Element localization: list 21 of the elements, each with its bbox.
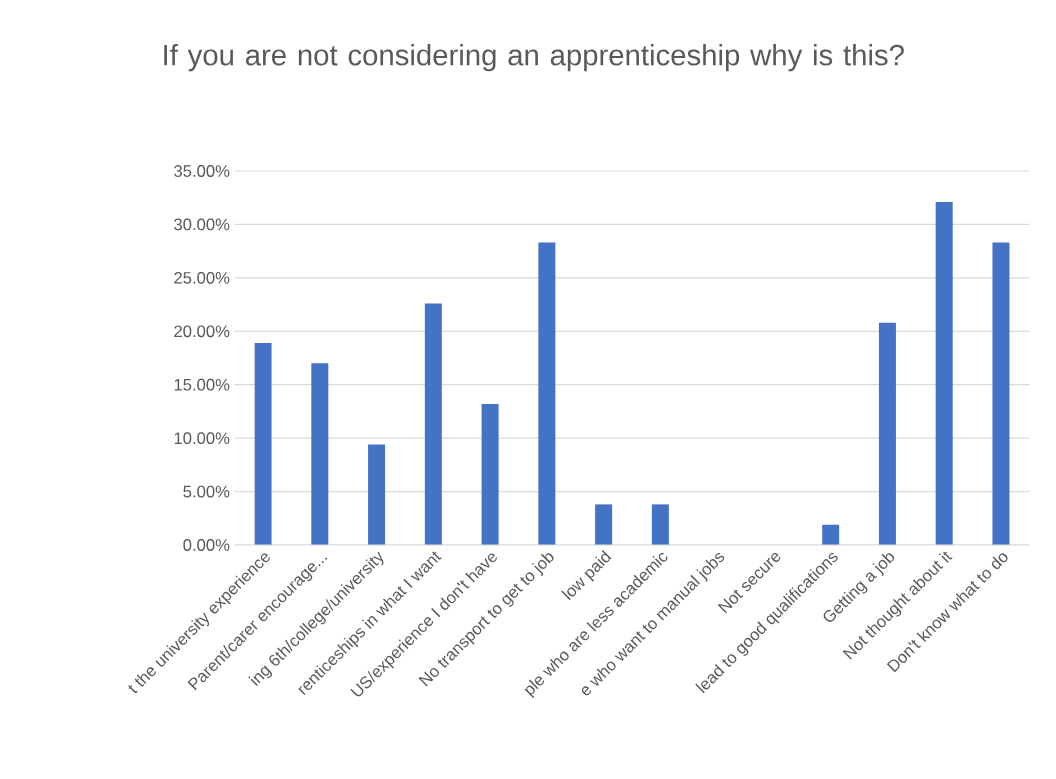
bar [254, 343, 272, 545]
y-tick-label: 10.00% [174, 432, 230, 445]
y-tick-label: 0.00% [183, 539, 230, 551]
bar [822, 524, 840, 545]
y-tick-label: 35.00% [174, 165, 230, 177]
y-tick-label: 5.00% [183, 485, 230, 498]
bar [538, 242, 556, 545]
bar [311, 363, 329, 545]
y-tick-label: 30.00% [174, 218, 230, 231]
y-tick-label: 15.00% [174, 378, 230, 391]
bar [595, 504, 613, 545]
y-tick-label: 20.00% [174, 325, 230, 338]
bar [651, 504, 669, 545]
y-tick-label: 25.00% [174, 271, 230, 284]
bar [481, 403, 499, 545]
bar [368, 444, 386, 545]
bar [878, 322, 896, 545]
bar [424, 303, 442, 545]
chart-title: If you are not considering an apprenticeship why is this? [164, 43, 904, 72]
bar [992, 242, 1010, 545]
bar [935, 201, 953, 545]
